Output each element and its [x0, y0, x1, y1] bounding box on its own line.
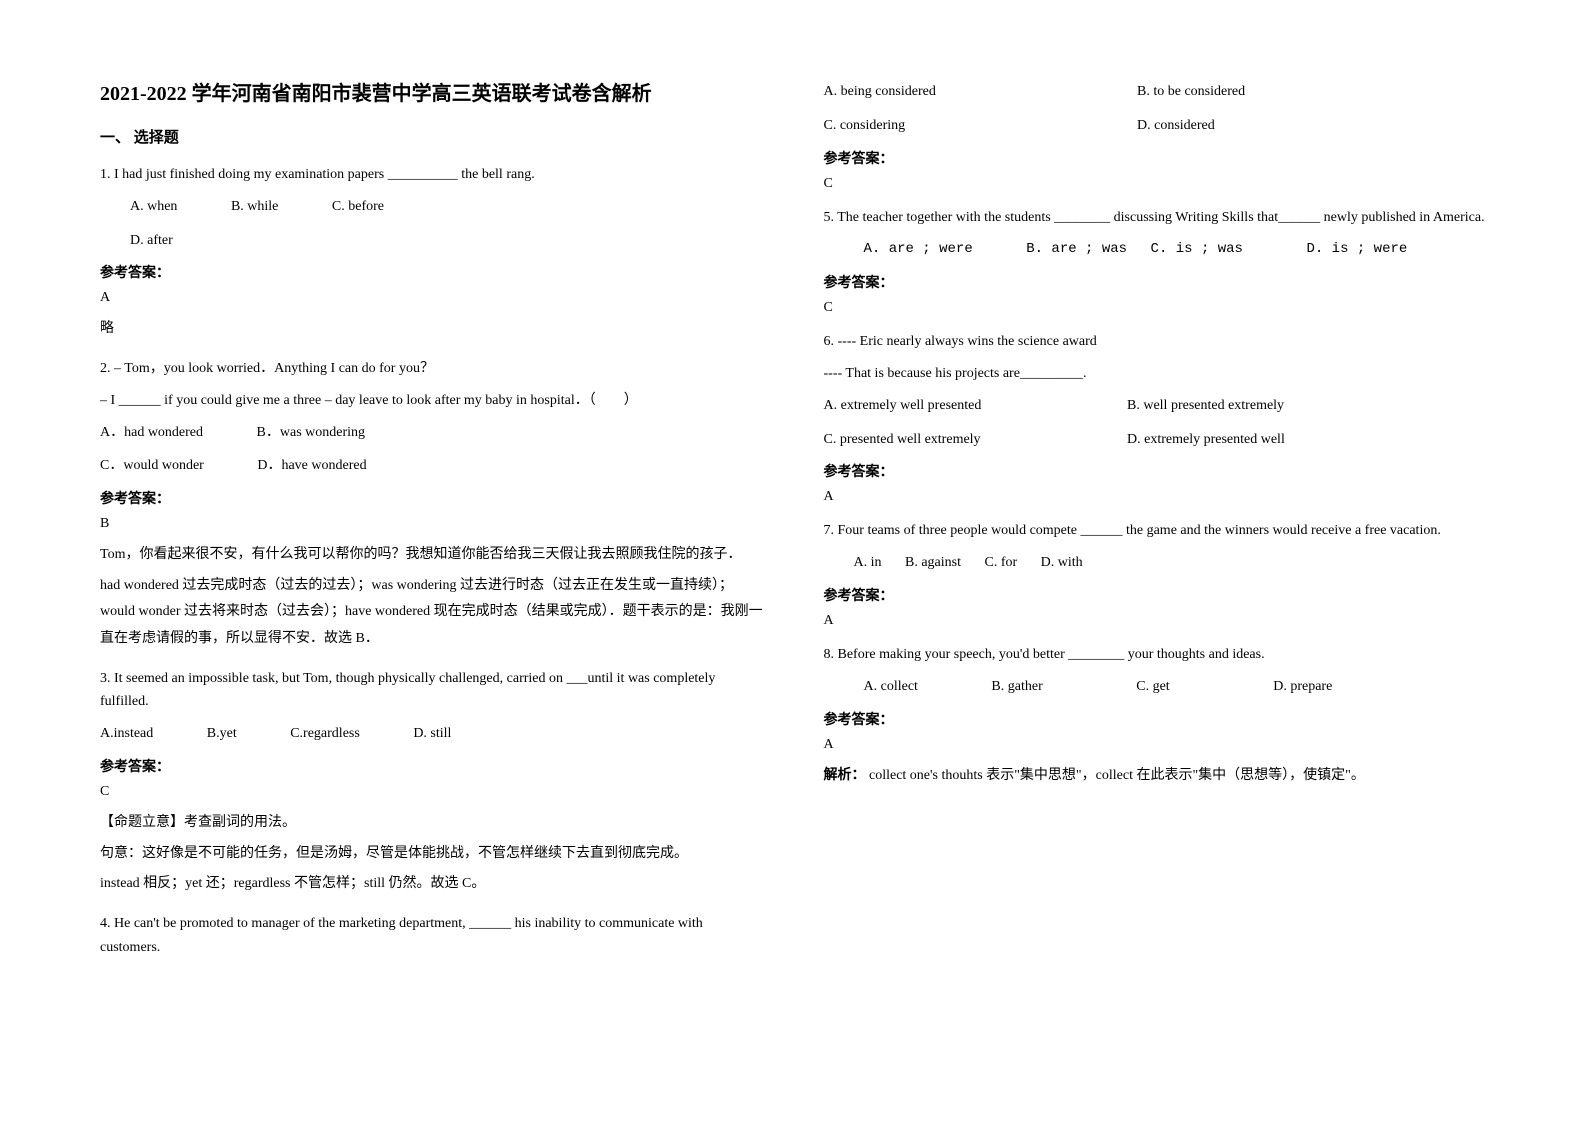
answer-value: A — [824, 737, 1488, 753]
question-4-options: A. being considered B. to be considered … — [824, 80, 1488, 192]
question-stem: 3. It seemed an impossible task, but Tom… — [100, 667, 764, 715]
explanation-line: had wondered 过去完成时态（过去的过去）；was wondering… — [100, 573, 764, 653]
question-stem: – I ______ if you could give me a three … — [100, 389, 764, 413]
answer-value: C — [824, 300, 1488, 316]
option-b: B．was wondering — [257, 421, 366, 445]
answer-value: C — [100, 784, 764, 800]
question-7: 7. Four teams of three people would comp… — [824, 519, 1488, 629]
option-b: B. against — [905, 551, 961, 575]
question-3: 3. It seemed an impossible task, but Tom… — [100, 667, 764, 898]
option-b: B. well presented extremely — [1127, 394, 1284, 418]
option-c: C. for — [985, 551, 1018, 575]
option-d: D. still — [413, 722, 451, 746]
option-b: B. to be considered — [1137, 80, 1245, 104]
option-b: B. are ; was — [1026, 238, 1127, 262]
explanation-line: Tom，你看起来很不安，有什么我可以帮你的吗？我想知道你能否给我三天假让我去照顾… — [100, 542, 764, 569]
answer-value: A — [824, 489, 1488, 505]
explanation-line: instead 相反；yet 还；regardless 不管怎样；still 仍… — [100, 871, 764, 898]
option-row: C. considering D. considered — [824, 114, 1488, 138]
answer-heading: 参考答案： — [100, 488, 764, 508]
option-c: C. considering — [824, 114, 1084, 138]
option-a: A．had wondered — [100, 421, 203, 445]
option-d: D. with — [1041, 551, 1083, 575]
option-a: A. being considered — [824, 80, 1084, 104]
option-row: C. presented well extremely D. extremely… — [824, 428, 1488, 452]
option-a: A.instead — [100, 722, 153, 746]
answer-heading: 参考答案： — [824, 272, 1488, 292]
explanation: Tom，你看起来很不安，有什么我可以帮你的吗？我想知道你能否给我三天假让我去照顾… — [100, 542, 764, 652]
answer-heading: 参考答案： — [100, 756, 764, 776]
option-a: A. in — [854, 551, 882, 575]
question-stem: 6. ---- Eric nearly always wins the scie… — [824, 330, 1488, 354]
question-5: 5. The teacher together with the student… — [824, 206, 1488, 317]
option-row: C．would wonder D．have wondered — [100, 454, 764, 478]
explanation-line: collect one's thouhts 表示"集中思想"，collect 在… — [869, 768, 1365, 783]
answer-value: C — [824, 176, 1488, 192]
question-6: 6. ---- Eric nearly always wins the scie… — [824, 330, 1488, 505]
answer-value: A — [100, 290, 764, 306]
option-d: D. prepare — [1273, 675, 1332, 699]
question-2: 2. – Tom，you look worried．Anything I can… — [100, 357, 764, 653]
option-row: A.instead B.yet C.regardless D. still — [100, 722, 764, 746]
option-d: D. after — [130, 229, 173, 253]
option-b: B.yet — [207, 722, 237, 746]
option-row: A. collect B. gather C. get D. prepare — [824, 675, 1488, 699]
option-a: A. collect — [864, 675, 918, 699]
option-d: D. is ; were — [1306, 238, 1407, 262]
explanation-line: 略 — [100, 316, 764, 343]
option-c: C. get — [1136, 675, 1169, 699]
option-row: D. after — [100, 229, 764, 253]
question-stem: 5. The teacher together with the student… — [824, 206, 1488, 230]
answer-value: B — [100, 516, 764, 532]
question-stem: 2. – Tom，you look worried．Anything I can… — [100, 357, 764, 381]
option-row: A．had wondered B．was wondering — [100, 421, 764, 445]
explanation: 解析： collect one's thouhts 表示"集中思想"，colle… — [824, 763, 1488, 790]
option-b: B. while — [231, 195, 278, 219]
question-4-stem: 4. He can't be promoted to manager of th… — [100, 912, 764, 960]
option-a: A. when — [130, 195, 177, 219]
question-stem: 4. He can't be promoted to manager of th… — [100, 912, 764, 960]
option-d: D. considered — [1137, 114, 1215, 138]
explanation-label: 解析： — [824, 768, 866, 783]
option-c: C．would wonder — [100, 454, 204, 478]
question-stem: 1. I had just finished doing my examinat… — [100, 163, 764, 187]
option-a: A. extremely well presented — [824, 394, 1074, 418]
option-row: A. in B. against C. for D. with — [824, 551, 1488, 575]
section-heading: 一、 选择题 — [100, 126, 764, 147]
option-c: C. presented well extremely — [824, 428, 1074, 452]
option-c: C. is ; was — [1151, 238, 1243, 262]
question-stem: ---- That is because his projects are___… — [824, 362, 1488, 386]
question-stem: 8. Before making your speech, you'd bett… — [824, 643, 1488, 667]
question-stem: 7. Four teams of three people would comp… — [824, 519, 1488, 543]
answer-heading: 参考答案： — [824, 461, 1488, 481]
left-column: 2021-2022 学年河南省南阳市裴营中学高三英语联考试卷含解析 一、 选择题… — [100, 80, 764, 1082]
answer-heading: 参考答案： — [100, 262, 764, 282]
explanation-line: 句意：这好像是不可能的任务，但是汤姆，尽管是体能挑战，不管怎样继续下去直到彻底完… — [100, 841, 764, 868]
answer-heading: 参考答案： — [824, 709, 1488, 729]
option-c: C. before — [332, 195, 384, 219]
answer-value: A — [824, 613, 1488, 629]
explanation-line: 【命题立意】考查副词的用法。 — [100, 810, 764, 837]
option-a: A. are ; were — [864, 238, 973, 262]
answer-heading: 参考答案： — [824, 585, 1488, 605]
option-row: A. extremely well presented B. well pres… — [824, 394, 1488, 418]
option-b: B. gather — [991, 675, 1042, 699]
explanation: 【命题立意】考查副词的用法。 句意：这好像是不可能的任务，但是汤姆，尽管是体能挑… — [100, 810, 764, 898]
explanation: 略 — [100, 316, 764, 343]
document-title: 2021-2022 学年河南省南阳市裴营中学高三英语联考试卷含解析 — [100, 80, 764, 108]
option-c: C.regardless — [290, 722, 360, 746]
right-column: A. being considered B. to be considered … — [824, 80, 1488, 1082]
question-1: 1. I had just finished doing my examinat… — [100, 163, 764, 343]
question-8: 8. Before making your speech, you'd bett… — [824, 643, 1488, 789]
option-d: D. extremely presented well — [1127, 428, 1285, 452]
option-row: A. being considered B. to be considered — [824, 80, 1488, 104]
answer-heading: 参考答案： — [824, 148, 1488, 168]
option-row: A. are ; were B. are ; was C. is ; was D… — [824, 237, 1488, 262]
option-d: D．have wondered — [257, 454, 366, 478]
option-row: A. when B. while C. before — [100, 195, 764, 219]
